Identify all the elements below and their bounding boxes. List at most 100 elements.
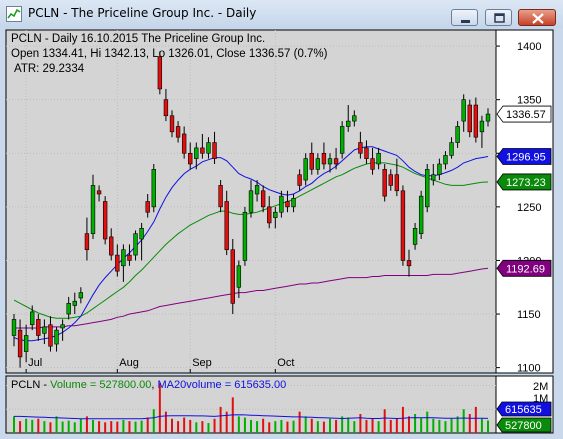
- candle-body: [473, 104, 479, 138]
- candle-down: [200, 133, 205, 159]
- volume-bar: [61, 421, 64, 433]
- candle-body: [321, 152, 327, 165]
- volume-bar: [31, 419, 34, 433]
- volume-bar: [377, 421, 380, 433]
- volume-bar: [462, 409, 465, 433]
- volume-bar: [487, 420, 489, 433]
- volume-bar: [55, 416, 58, 433]
- price-axis-label: 1250: [517, 202, 541, 214]
- price-axis-label: 1400: [517, 41, 541, 53]
- candle-up: [339, 121, 345, 159]
- candle-up: [151, 163, 156, 213]
- candle-down: [358, 131, 363, 159]
- candle-up: [242, 206, 248, 266]
- volume-bar: [140, 420, 143, 433]
- volume-bar: [134, 421, 137, 433]
- volume-tag: 527800: [496, 417, 552, 433]
- candle-down: [102, 196, 108, 245]
- candle-down: [260, 185, 266, 213]
- candle-down: [394, 158, 400, 197]
- volume-bar: [116, 421, 119, 433]
- volume-bar: [432, 418, 435, 433]
- candle-down: [230, 239, 235, 315]
- volume-bar: [420, 417, 423, 433]
- month-label: Aug: [119, 357, 139, 369]
- price-axis-label: 1150: [517, 309, 541, 321]
- candle-body: [327, 158, 333, 165]
- atr-label: ATR: 29.2334: [14, 63, 85, 75]
- volume-bar: [395, 418, 398, 433]
- restore-button[interactable]: [485, 9, 512, 26]
- candle-down: [321, 142, 327, 170]
- title-bar[interactable]: PCLN - The Priceline Group Inc. - Daily: [0, 0, 563, 28]
- volume-bar: [365, 419, 368, 433]
- price-tag-text: 1273.23: [506, 177, 546, 189]
- candle-body: [109, 236, 114, 256]
- volume-bar: [219, 406, 222, 433]
- volume-bar: [158, 383, 161, 433]
- volume-bar: [310, 418, 313, 433]
- candle-down: [212, 131, 217, 164]
- close-button[interactable]: [518, 9, 556, 26]
- candle-up: [139, 222, 144, 261]
- volume-tag: 615635: [496, 401, 552, 417]
- volume-bar: [243, 417, 246, 433]
- candle-down: [370, 147, 375, 175]
- candle-down: [388, 169, 393, 191]
- candle-up: [273, 206, 278, 229]
- candle-body: [181, 133, 187, 154]
- candle-up: [90, 174, 96, 240]
- price-tag-box: [496, 173, 552, 191]
- candle-up: [11, 314, 17, 347]
- volume-bar: [329, 418, 331, 433]
- candle-down: [333, 147, 339, 170]
- volume-tag-box: [496, 401, 552, 417]
- candle-body: [285, 201, 290, 208]
- candle-up: [133, 230, 138, 261]
- candle-body: [169, 115, 175, 133]
- candle-body: [11, 319, 17, 336]
- volume-bar: [298, 411, 301, 433]
- volume-tag-text: 527800: [505, 420, 542, 432]
- candle-down: [48, 316, 53, 352]
- candle-body: [151, 169, 156, 208]
- candle-up: [443, 151, 448, 170]
- candle-body: [163, 99, 169, 117]
- candle-down: [84, 217, 90, 261]
- volume-bar: [347, 417, 350, 433]
- volume-header: PCLN - Volume = 527800.00, MA20volume = …: [11, 379, 286, 391]
- candle-body: [17, 329, 23, 358]
- candle-body: [303, 158, 308, 181]
- candle-up: [437, 158, 442, 181]
- volume-bar: [456, 416, 459, 433]
- candle-down: [188, 142, 193, 170]
- candle-body: [60, 324, 65, 329]
- volume-bar: [128, 421, 131, 433]
- candle-body: [212, 142, 217, 159]
- volume-bar: [25, 418, 28, 433]
- restore-icon: [494, 13, 505, 23]
- candle-down: [169, 110, 175, 138]
- candle-up: [194, 142, 199, 170]
- candle-body: [461, 99, 466, 122]
- candle-body: [291, 197, 296, 208]
- candle-down: [309, 142, 314, 175]
- minimize-button[interactable]: [451, 9, 478, 26]
- candle-down: [297, 169, 302, 191]
- price-tag-box: [496, 148, 552, 165]
- candle-down: [224, 190, 229, 256]
- candle-up: [54, 326, 59, 352]
- chart-app-icon: [6, 6, 22, 22]
- candle-down: [163, 88, 169, 122]
- candle-body: [279, 195, 284, 213]
- price-tag-box: [496, 259, 552, 277]
- candle-body: [66, 303, 71, 315]
- candle-up: [236, 260, 242, 298]
- candle-body: [467, 104, 472, 133]
- volume-bar: [183, 417, 186, 433]
- volume-bar: [371, 418, 374, 433]
- candle-body: [206, 142, 211, 154]
- candle-body: [309, 152, 314, 170]
- candle-up: [42, 319, 47, 345]
